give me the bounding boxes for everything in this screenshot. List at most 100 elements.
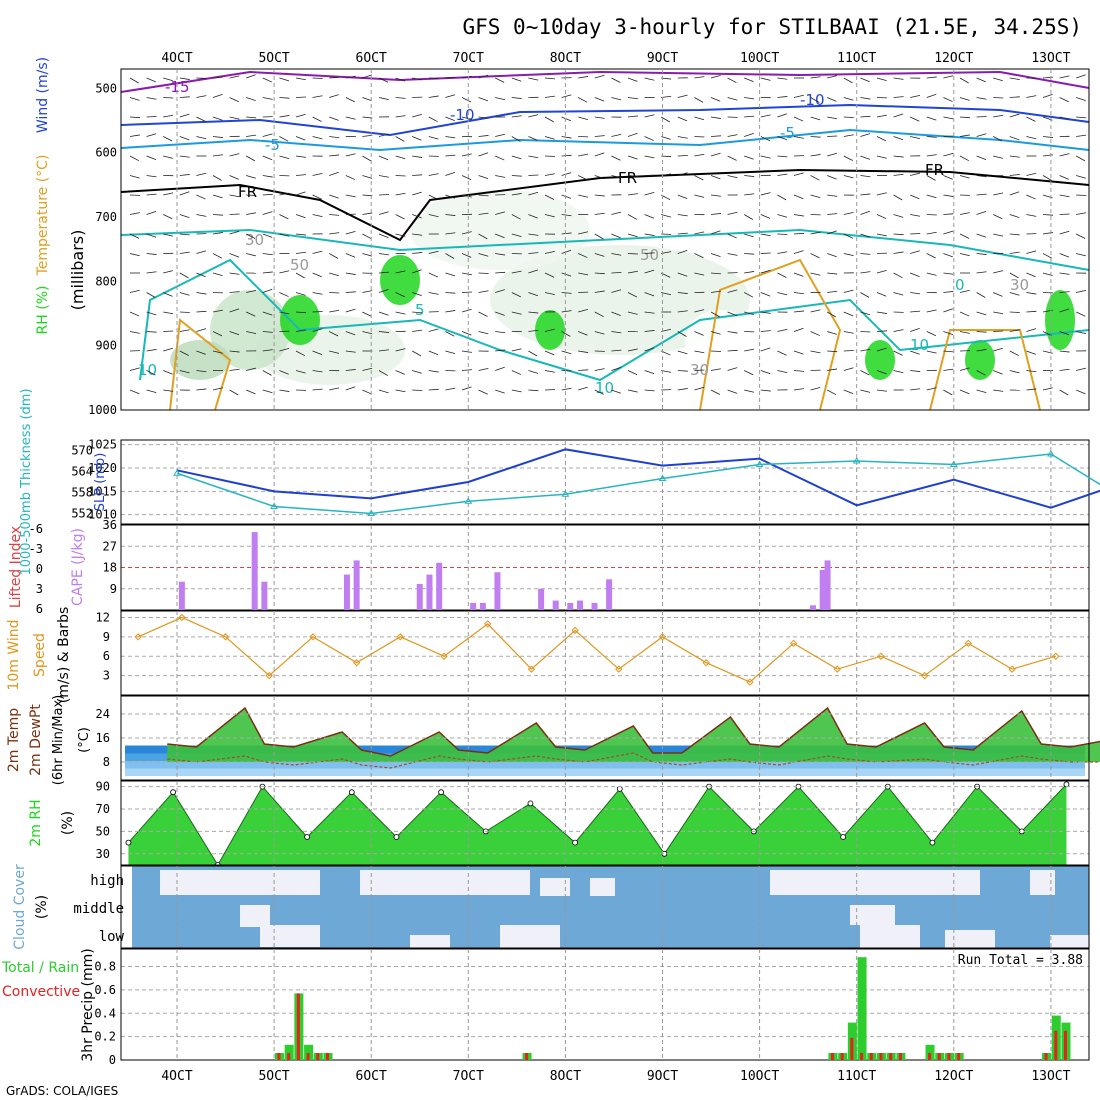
wind-barb	[1009, 174, 1020, 176]
wind-barb	[677, 155, 688, 157]
wind-barb	[511, 155, 522, 160]
wind-barb	[428, 388, 439, 391]
wind-barb	[378, 389, 389, 394]
wind-barb	[362, 389, 372, 395]
wind-barb	[727, 233, 737, 239]
cape-bar	[261, 581, 268, 610]
wind-barb	[378, 349, 389, 352]
wind-barb	[910, 388, 921, 391]
rh-point	[170, 789, 177, 796]
wind-barb	[627, 233, 638, 238]
wind-barb	[329, 76, 340, 79]
wind-barb	[910, 272, 920, 277]
wind-barb	[495, 211, 505, 215]
wind-barb	[893, 136, 904, 141]
wind-barb	[362, 97, 372, 102]
wind-barb	[312, 95, 323, 98]
wind-barb	[611, 233, 621, 239]
wind-barb	[163, 389, 174, 392]
wind-barb	[246, 212, 257, 215]
wind-barb	[594, 212, 605, 215]
wind-barb	[777, 173, 788, 176]
cape-bar	[251, 532, 258, 610]
wind-barb	[295, 370, 306, 374]
wind-speed-point	[658, 633, 667, 641]
wind-barb	[1042, 94, 1053, 98]
thickness-point	[561, 490, 570, 497]
cloud-patch	[890, 870, 980, 895]
wind-barb	[744, 115, 755, 118]
bottom-x-tick-label: 7OCT	[453, 1069, 484, 1084]
wind-barb	[362, 212, 373, 215]
wind-barb	[312, 350, 323, 355]
wind-barb	[943, 253, 953, 258]
wind-barb	[661, 116, 671, 123]
wind-barb	[428, 194, 438, 200]
wind-barb	[710, 311, 720, 318]
wind-barb	[229, 308, 240, 313]
wind-barb	[926, 116, 937, 121]
wind-barb	[246, 134, 257, 137]
wind-barb	[146, 331, 157, 333]
wind-barb	[246, 389, 256, 395]
wind-barb	[860, 292, 870, 298]
li-tick-label: -6	[29, 522, 43, 536]
wind-barb	[279, 136, 289, 142]
wind-barb	[378, 271, 389, 274]
wind-barb	[1026, 388, 1037, 391]
wind-barb	[694, 175, 704, 181]
wind-barb	[246, 155, 256, 162]
wind-barb	[246, 331, 257, 334]
wind-barb	[196, 95, 207, 98]
precip-convective-bar	[947, 1052, 951, 1060]
pressure-tick-label: 500	[95, 81, 117, 95]
wind-barb	[694, 331, 704, 336]
wind-barb	[910, 370, 921, 372]
wind-barb	[461, 175, 472, 181]
wind-barb	[229, 389, 239, 396]
wind-speed-point	[265, 671, 273, 680]
wind-barb	[528, 370, 539, 374]
wind-barb	[312, 388, 323, 391]
bottom-x-tick-label: 10OCT	[740, 1069, 779, 1084]
wind-barb	[395, 192, 406, 196]
wind-barb	[246, 253, 256, 257]
wind-barb	[212, 136, 223, 138]
wind-barb	[843, 212, 854, 215]
wind-barb	[279, 292, 289, 297]
precip-tick-label: 0.6	[94, 983, 116, 997]
wind-barb	[312, 173, 323, 176]
wind-barb	[793, 94, 804, 98]
wind-barb	[329, 214, 340, 216]
li-tick-label: 0	[36, 562, 43, 576]
wind-barb	[1009, 191, 1020, 196]
wind-barb	[876, 77, 887, 81]
wind-barb	[478, 116, 489, 119]
wind-barb	[129, 289, 140, 293]
wind-barb	[744, 133, 754, 137]
wind-barb	[777, 136, 788, 140]
wind-barb	[544, 251, 555, 254]
wind-barb	[528, 329, 539, 332]
thickness-point	[464, 497, 473, 504]
bottom-x-tick-label: 8OCT	[550, 1069, 581, 1084]
rh-shading-area	[380, 255, 420, 305]
wind-barb	[312, 328, 323, 332]
wind-barb	[810, 76, 821, 79]
wind-barb	[146, 389, 157, 393]
wind-barb	[495, 253, 506, 256]
wind-barb	[561, 310, 572, 313]
wind-barb	[876, 347, 887, 352]
wind-barb	[710, 152, 721, 157]
wind-barb	[246, 290, 257, 293]
cape-bar	[810, 605, 817, 610]
precip-tick-label: 0.4	[94, 1006, 116, 1020]
wind-barb	[511, 193, 522, 196]
wind-barb	[129, 331, 140, 334]
wind-barb	[395, 311, 406, 315]
wind-barb	[910, 95, 921, 98]
wind-barb	[727, 175, 738, 179]
wind-barb	[445, 194, 455, 199]
wind-barb	[262, 193, 273, 196]
